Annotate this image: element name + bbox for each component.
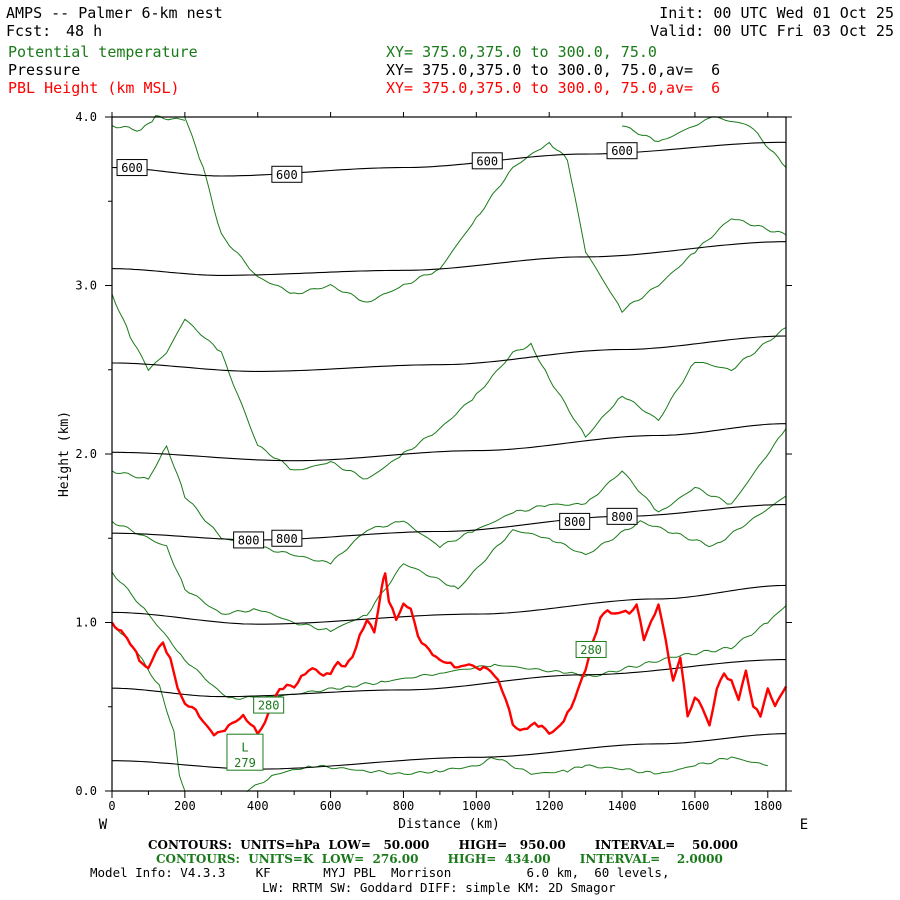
pressure-contour-900 <box>112 659 786 698</box>
field-name-potential-temperature: Potential temperature <box>8 43 198 61</box>
pressure-label-box <box>271 529 303 547</box>
pressure-contours <box>111 141 787 770</box>
field-xy-pressure: XY= 375.0,375.0 to 300.0, 75.0,av= 6 <box>386 61 721 79</box>
field-name-pbl-height: PBL Height (km MSL) <box>8 79 180 97</box>
pressure-label-text: 800 <box>611 510 633 524</box>
theta-label-box <box>253 696 285 714</box>
pressure-label-box <box>233 531 265 549</box>
pressure-label-text: 600 <box>611 144 633 158</box>
theta-contour-line <box>622 116 787 168</box>
model-title: AMPS -- Palmer 6-km nest <box>6 4 223 22</box>
footer-pressure-contours: CONTOURS: UNITS=hPa LOW= 50.000 HIGH= 95… <box>148 838 738 852</box>
theta-contour-line <box>111 571 787 700</box>
x-tick-label: 200 <box>174 799 196 813</box>
pressure-label-box <box>116 159 148 177</box>
footer-physics-info: LW: RRTM SW: Goddard DIFF: simple KM: 2D… <box>262 880 616 895</box>
pressure-contour-label: 600 <box>471 152 503 170</box>
axes: 0 200 400 600 800 1000 1200 1400 1600 1800 0.0 1.0 2… <box>75 110 792 813</box>
theta-contour-label: 280 <box>253 696 285 714</box>
field-xy-pbl-height: XY= 375.0,375.0 to 300.0, 75.0,av= 6 <box>386 79 721 97</box>
pressure-label-box <box>271 165 303 183</box>
theta-contour-line <box>111 293 787 480</box>
y-tick-label: 2.0 <box>75 447 97 461</box>
pressure-contour-label: 800 <box>271 529 303 547</box>
theta-contour-line <box>111 115 186 132</box>
x-tick-label: 1200 <box>535 799 564 813</box>
theta-contour-line <box>111 622 186 792</box>
pressure-label-box <box>606 507 638 525</box>
theta-contour-line <box>246 756 768 793</box>
low-marker-box <box>226 733 264 771</box>
theta-contour-label: 280 <box>575 640 607 658</box>
x-axis-label: Distance (km) <box>398 817 500 832</box>
valid-time: Valid: 00 UTC Fri 03 Oct 25 <box>650 22 894 40</box>
x-tick-label: 1400 <box>608 799 637 813</box>
theta-contour-line <box>184 117 787 314</box>
footer-model-info: Model Info: V4.3.3 KF MYJ PBL Morrison 6… <box>90 865 670 880</box>
pressure-contour-label: 800 <box>559 512 591 530</box>
pressure-contour-800 <box>112 504 786 541</box>
pbl-height-line <box>110 572 788 737</box>
pressure-contour-label: 800 <box>606 507 638 525</box>
pressure-label-text: 800 <box>276 532 298 546</box>
pbl-height-series <box>110 572 788 737</box>
pressure-label-box <box>606 142 638 160</box>
theta-contour-label: L <box>226 733 264 771</box>
x-tick-label: 1800 <box>753 799 782 813</box>
pressure-label-text: 800 <box>238 533 260 547</box>
theta-contour-line <box>111 495 787 633</box>
pressure-label-text: 600 <box>276 168 298 182</box>
east-end-label: E <box>800 817 808 833</box>
pressure-contour-label: 800 <box>233 531 265 549</box>
pressure-contour-850 <box>112 584 787 625</box>
pressure-label-text: 800 <box>564 515 586 529</box>
pressure-contour-650 <box>111 241 786 276</box>
pressure-contour-label: 600 <box>116 159 148 177</box>
y-tick-label: 4.0 <box>75 110 97 124</box>
pressure-contour-700 <box>112 335 787 372</box>
y-tick-label: 3.0 <box>75 279 97 293</box>
theta-contour-label: 279 <box>234 756 256 770</box>
y-axis-label: Height (km) <box>57 411 72 497</box>
theta-contour-line <box>111 428 787 565</box>
pressure-contour-label: 600 <box>271 165 303 183</box>
theta-label-box <box>575 640 607 658</box>
footer-theta-contours: CONTOURS: UNITS=K LOW= 276.00 HIGH= 434.… <box>156 852 723 866</box>
x-tick-label: 1000 <box>462 799 491 813</box>
pressure-label-text: 600 <box>476 154 498 168</box>
theta-label-text: L <box>241 741 248 755</box>
pressure-label-text: 600 <box>121 161 143 175</box>
y-tick-label: 0.0 <box>75 784 97 798</box>
forecast-label: Fcst: <box>6 22 52 40</box>
pressure-contour-950 <box>112 733 786 770</box>
x-tick-label: 1600 <box>680 799 709 813</box>
x-tick-label: 400 <box>247 799 269 813</box>
forecast-hour: 48 h <box>66 22 103 40</box>
field-name-pressure: Pressure <box>8 61 81 79</box>
theta-label-text: 279 <box>234 756 256 770</box>
x-tick-label: 0 <box>108 799 115 813</box>
field-xy-potential-temperature: XY= 375.0,375.0 to 300.0, 75.0 <box>386 43 657 61</box>
pressure-contour-label: 600 <box>606 142 638 160</box>
theta-label-text: 280 <box>580 643 602 657</box>
pressure-contour-750 <box>112 423 786 462</box>
x-tick-label: 800 <box>393 799 415 813</box>
pressure-contour-600 <box>111 141 786 177</box>
west-end-label: W <box>99 817 108 833</box>
y-tick-label: 1.0 <box>75 616 97 630</box>
pressure-label-box <box>559 512 591 530</box>
theta-label-text: 280 <box>258 699 280 713</box>
pressure-label-box <box>471 152 503 170</box>
init-time: Init: 00 UTC Wed 01 Oct 25 <box>659 4 894 22</box>
x-tick-label: 600 <box>320 799 342 813</box>
